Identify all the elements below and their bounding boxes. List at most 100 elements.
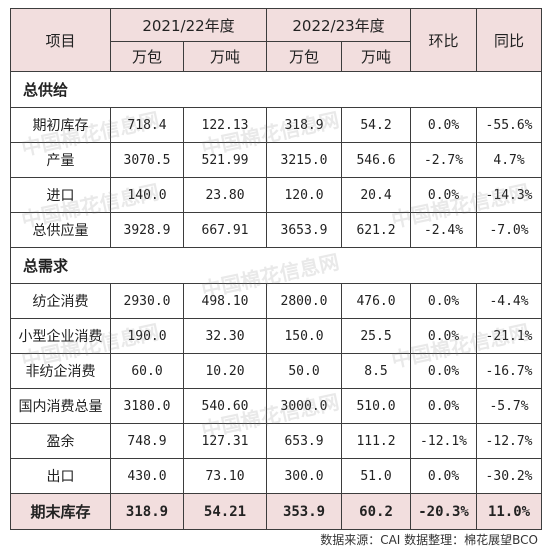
- total-b-bales: 353.9: [266, 493, 343, 530]
- col-header-mom: 环比: [410, 8, 478, 72]
- row-label: 纺企消费: [10, 283, 111, 319]
- data-source-note: 数据来源：CAI 数据整理：棉花展望BCO: [320, 533, 538, 547]
- col-header-item: 项目: [10, 8, 111, 72]
- cell-yoy: -14.3%: [476, 177, 543, 213]
- cell-b-tons: 111.2: [341, 423, 412, 459]
- cell-mom: 0.0%: [410, 318, 478, 354]
- row-label: 非纺企消费: [10, 353, 111, 389]
- cell-mom: -2.7%: [410, 142, 478, 178]
- cell-b-tons: 621.2: [341, 212, 412, 248]
- cell-b-bales: 653.9: [266, 423, 343, 459]
- section-demand: 总需求: [9, 247, 543, 284]
- cell-a-tons: 122.13: [182, 107, 268, 143]
- cell-yoy: -55.6%: [476, 107, 543, 143]
- cell-b-bales: 120.0: [266, 177, 343, 213]
- col-header-b-bales: 万包: [266, 41, 343, 72]
- cell-yoy: 4.7%: [476, 142, 543, 178]
- cell-a-tons: 540.60: [182, 388, 268, 424]
- cell-a-bales: 3180.0: [110, 388, 184, 424]
- cell-b-tons: 25.5: [341, 318, 412, 354]
- total-mom: -20.3%: [410, 493, 478, 530]
- cell-b-bales: 3000.0: [266, 388, 343, 424]
- cell-b-tons: 476.0: [341, 283, 412, 319]
- cell-b-tons: 20.4: [341, 177, 412, 213]
- cell-a-bales: 718.4: [110, 107, 184, 143]
- cell-b-bales: 3215.0: [266, 142, 343, 178]
- cell-a-tons: 521.99: [182, 142, 268, 178]
- cell-b-tons: 8.5: [341, 353, 412, 389]
- col-header-a-bales: 万包: [110, 41, 184, 72]
- cell-mom: 0.0%: [410, 283, 478, 319]
- row-label: 期初库存: [10, 107, 111, 143]
- row-label: 进口: [10, 177, 111, 213]
- cell-mom: 0.0%: [410, 458, 478, 494]
- total-b-tons: 60.2: [341, 493, 412, 530]
- cell-a-bales: 140.0: [110, 177, 184, 213]
- cell-b-tons: 51.0: [341, 458, 412, 494]
- cell-mom: 0.0%: [410, 177, 478, 213]
- cell-b-bales: 300.0: [266, 458, 343, 494]
- cell-a-tons: 667.91: [182, 212, 268, 248]
- cell-a-bales: 60.0: [110, 353, 184, 389]
- row-label: 国内消费总量: [10, 388, 111, 424]
- total-yoy: 11.0%: [476, 493, 543, 530]
- cell-a-tons: 23.80: [182, 177, 268, 213]
- table-row: 国内消费总量 3180.0 540.60 3000.0 510.0 0.0% -…: [10, 388, 543, 424]
- table-row: 总供应量 3928.9 667.91 3653.9 621.2 -2.4% -7…: [10, 212, 543, 248]
- cell-b-tons: 54.2: [341, 107, 412, 143]
- cell-mom: 0.0%: [410, 107, 478, 143]
- table-row: 纺企消费 2930.0 498.10 2800.0 476.0 0.0% -4.…: [10, 283, 543, 319]
- cell-b-bales: 150.0: [266, 318, 343, 354]
- cell-b-bales: 318.9: [266, 107, 343, 143]
- cell-a-tons: 498.10: [182, 283, 268, 319]
- cell-b-bales: 50.0: [266, 353, 343, 389]
- col-header-a-tons: 万吨: [182, 41, 268, 72]
- table-row: 出口 430.0 73.10 300.0 51.0 0.0% -30.2%: [10, 458, 543, 494]
- cell-yoy: -12.7%: [476, 423, 543, 459]
- cell-a-tons: 73.10: [182, 458, 268, 494]
- cell-a-bales: 2930.0: [110, 283, 184, 319]
- cell-yoy: -21.1%: [476, 318, 543, 354]
- row-label: 总供应量: [10, 212, 111, 248]
- cell-yoy: -5.7%: [476, 388, 543, 424]
- cell-a-bales: 3928.9: [110, 212, 184, 248]
- row-label: 产量: [10, 142, 111, 178]
- cell-a-tons: 127.31: [182, 423, 268, 459]
- cell-a-bales: 430.0: [110, 458, 184, 494]
- row-label: 小型企业消费: [10, 318, 111, 354]
- cell-b-tons: 510.0: [341, 388, 412, 424]
- cell-b-bales: 3653.9: [266, 212, 343, 248]
- cell-mom: -2.4%: [410, 212, 478, 248]
- cell-yoy: -16.7%: [476, 353, 543, 389]
- cell-b-bales: 2800.0: [266, 283, 343, 319]
- cell-a-bales: 3070.5: [110, 142, 184, 178]
- col-header-b-tons: 万吨: [341, 41, 412, 72]
- cell-a-bales: 748.9: [110, 423, 184, 459]
- table-row: 非纺企消费 60.0 10.20 50.0 8.5 0.0% -16.7%: [10, 353, 543, 389]
- cell-a-tons: 32.30: [182, 318, 268, 354]
- table-row: 期初库存 718.4 122.13 318.9 54.2 0.0% -55.6%: [10, 107, 543, 143]
- row-label: 出口: [10, 458, 111, 494]
- cell-yoy: -7.0%: [476, 212, 543, 248]
- table-row: 进口 140.0 23.80 120.0 20.4 0.0% -14.3%: [10, 177, 543, 213]
- col-header-period-b: 2022/23年度: [266, 8, 412, 42]
- cell-a-bales: 190.0: [110, 318, 184, 354]
- table-row: 小型企业消费 190.0 32.30 150.0 25.5 0.0% -21.1…: [10, 318, 543, 354]
- cell-mom: 0.0%: [410, 353, 478, 389]
- cell-yoy: -30.2%: [476, 458, 543, 494]
- col-header-yoy: 同比: [476, 8, 543, 72]
- cell-b-tons: 546.6: [341, 142, 412, 178]
- balance-sheet-table: 项目 2021/22年度 2022/23年度 环比 同比 万包 万吨 万包 万吨…: [9, 8, 543, 530]
- total-a-bales: 318.9: [110, 493, 184, 530]
- cell-yoy: -4.4%: [476, 283, 543, 319]
- cell-a-tons: 10.20: [182, 353, 268, 389]
- total-label: 期末库存: [10, 493, 111, 530]
- section-supply: 总供给: [9, 71, 543, 108]
- table-row: 盈余 748.9 127.31 653.9 111.2 -12.1% -12.7…: [10, 423, 543, 459]
- cell-mom: -12.1%: [410, 423, 478, 459]
- row-label: 盈余: [10, 423, 111, 459]
- col-header-period-a: 2021/22年度: [109, 8, 268, 42]
- cell-mom: 0.0%: [410, 388, 478, 424]
- total-a-tons: 54.21: [182, 493, 268, 530]
- table-row: 产量 3070.5 521.99 3215.0 546.6 -2.7% 4.7%: [10, 142, 543, 178]
